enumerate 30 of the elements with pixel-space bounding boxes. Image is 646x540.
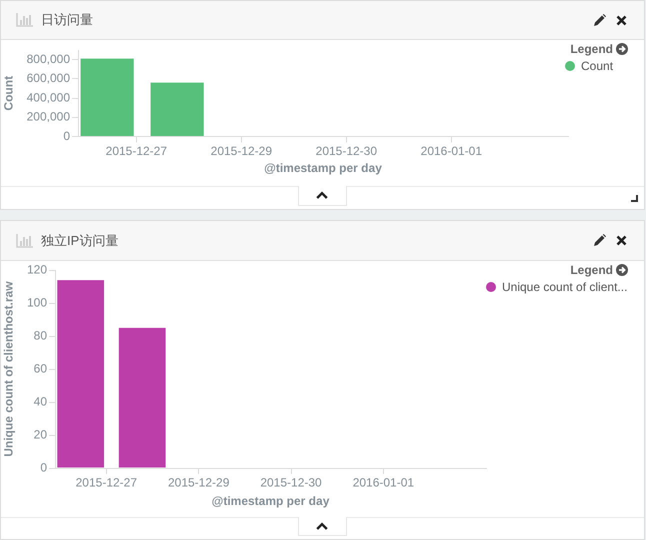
y-tick-label: 600,000 — [26, 71, 70, 86]
y-tick-label: 80 — [34, 328, 48, 342]
chart-title: 独立IP访问量 — [41, 232, 118, 248]
legend-label: Count — [581, 59, 614, 73]
y-tick-label: 0 — [63, 128, 70, 143]
y-tick-label: 100 — [26, 295, 48, 310]
x-tick-label: 2015-12-30 — [316, 144, 378, 158]
x-tick-label: 2016-01-01 — [420, 144, 482, 158]
y-tick-label: 120 — [26, 262, 48, 277]
y-tick-label: 200,000 — [26, 110, 70, 124]
y-tick-label: 20 — [34, 427, 48, 442]
x-tick-label: 2015-12-29 — [168, 476, 230, 490]
x-tick-label: 2015-12-27 — [106, 144, 168, 158]
x-tick-label: 2015-12-29 — [210, 144, 272, 158]
x-axis-title: @timestamp per day — [212, 494, 330, 508]
y-tick-label: 60 — [34, 361, 48, 376]
x-tick-label: 2016-01-01 — [352, 476, 414, 490]
legend-title: Legend — [570, 262, 613, 277]
y-axis-title: Count — [2, 76, 16, 111]
x-tick-label: 2015-12-30 — [260, 476, 322, 490]
y-tick-label: 40 — [34, 394, 48, 408]
x-axis-title: @timestamp per day — [264, 161, 382, 176]
x-tick-label: 2015-12-27 — [76, 476, 138, 490]
y-axis-title: Unique count of clienthost.raw — [2, 280, 16, 457]
chart-title: 日访问量 — [41, 12, 93, 28]
y-tick-label: 0 — [40, 460, 48, 474]
y-tick-label: 800,000 — [26, 52, 70, 66]
legend-label: Unique count of client... — [502, 280, 628, 294]
y-tick-label: 400,000 — [26, 90, 70, 104]
legend-title: Legend — [570, 42, 613, 56]
